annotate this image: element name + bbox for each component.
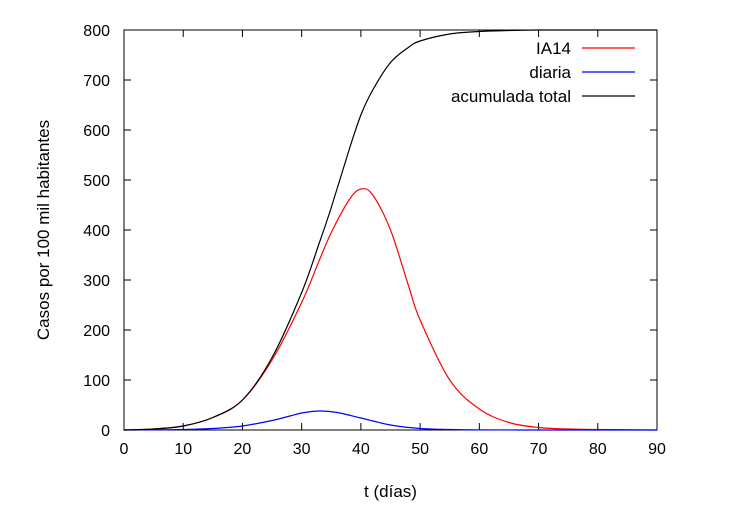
legend-label: IA14 [536, 39, 571, 58]
y-tick-label: 600 [83, 123, 110, 140]
y-tick-label: 100 [83, 373, 110, 390]
x-tick-label: 60 [470, 441, 488, 458]
y-axis-title: Casos por 100 mil habitantes [34, 120, 53, 340]
y-tick-label: 300 [83, 273, 110, 290]
x-tick-label: 80 [589, 441, 607, 458]
y-tick-label: 500 [83, 173, 110, 190]
x-tick-label: 0 [120, 441, 129, 458]
x-axis-title: t (días) [364, 482, 417, 501]
series-line-diaria [123, 410, 657, 431]
x-tick-label: 40 [352, 441, 370, 458]
y-tick-label: 700 [83, 73, 110, 90]
y-tick-label: 0 [101, 423, 110, 440]
x-tick-label: 30 [293, 441, 311, 458]
x-tick-label: 90 [648, 441, 666, 458]
x-tick-label: 50 [411, 441, 429, 458]
y-tick-label: 800 [83, 23, 110, 40]
x-tick-label: 70 [530, 441, 548, 458]
legend-label: diaria [529, 63, 571, 82]
series-line-acumulada-total [123, 29, 657, 431]
series-line-ia14 [123, 188, 658, 431]
y-tick-label: 200 [83, 323, 110, 340]
x-tick-label: 20 [234, 441, 252, 458]
legend-label: acumulada total [451, 87, 571, 106]
y-tick-label: 400 [83, 223, 110, 240]
x-tick-label: 10 [174, 441, 192, 458]
